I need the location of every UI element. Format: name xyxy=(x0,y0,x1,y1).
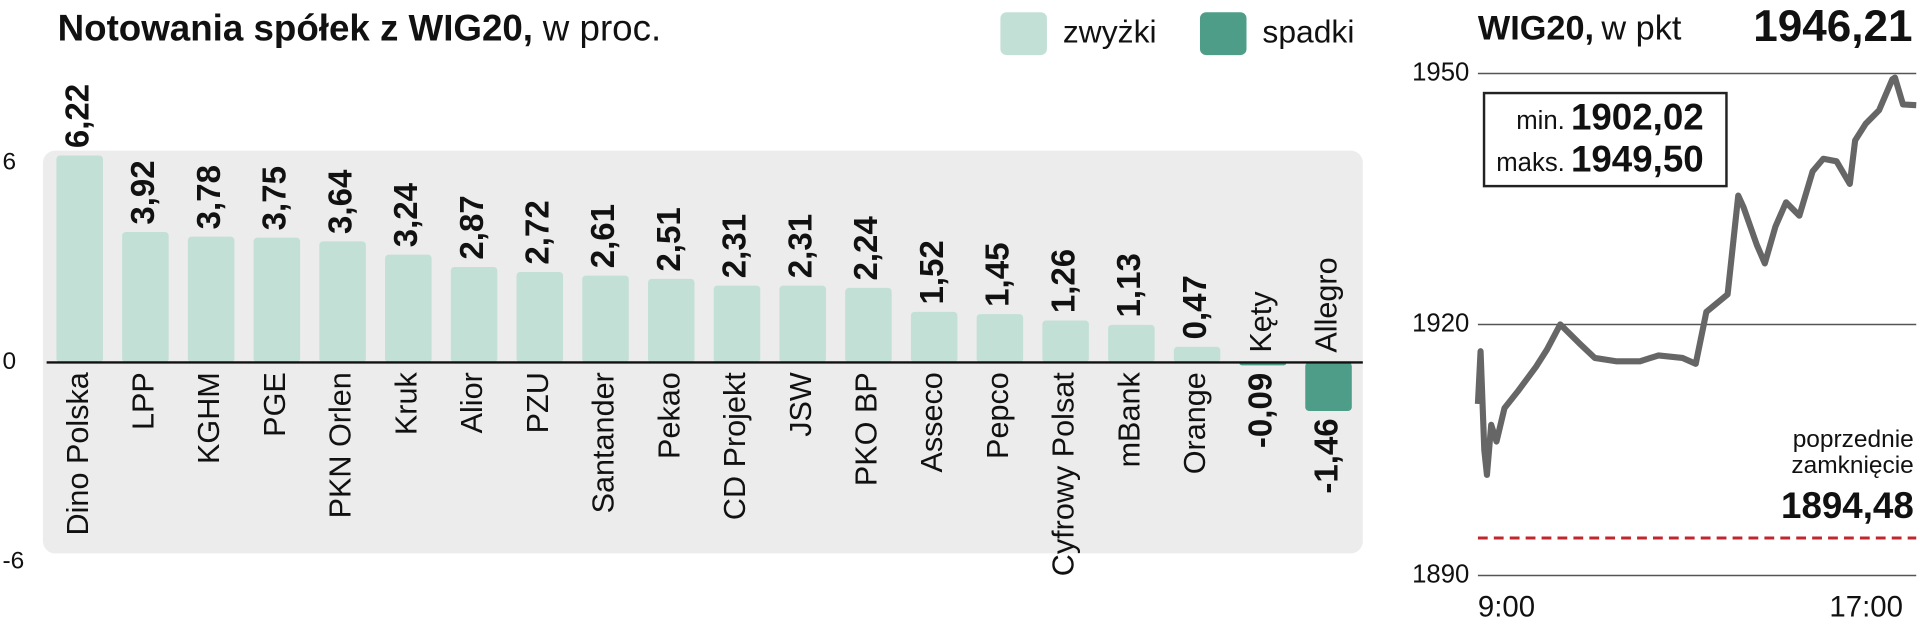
value-label: 2,31 xyxy=(782,214,819,278)
value-label: 3,64 xyxy=(322,169,359,234)
last-value: 1946,21 xyxy=(1753,2,1912,51)
min-value: 1902,02 xyxy=(1571,97,1704,138)
category-label: PKO BP xyxy=(850,372,884,486)
bar xyxy=(122,232,169,363)
category-label: LPP xyxy=(126,372,160,430)
value-label: 3,78 xyxy=(191,165,228,229)
bar xyxy=(976,314,1024,363)
value-label: 2,31 xyxy=(717,214,754,278)
previous-close-text: zamknięcie xyxy=(1791,452,1913,479)
bar xyxy=(1042,320,1089,363)
title: Notowania spółek z WIG20, xyxy=(58,7,533,48)
category-label: JSW xyxy=(784,372,818,437)
bar xyxy=(845,287,892,363)
bar xyxy=(385,254,432,363)
plot-background xyxy=(42,150,1363,554)
previous-close-value: 1894,48 xyxy=(1781,485,1914,526)
legend-swatch xyxy=(1000,12,1047,56)
max-value: 1949,50 xyxy=(1571,138,1704,179)
category-label: mBank xyxy=(1112,372,1146,468)
subtitle: w pkt xyxy=(1600,10,1681,48)
value-label: 3,75 xyxy=(257,166,294,230)
min-max-box xyxy=(1482,91,1728,188)
price-line xyxy=(1474,74,1917,478)
legend-swatch xyxy=(1199,12,1247,56)
bar xyxy=(647,278,695,363)
value-label: 2,24 xyxy=(848,216,885,281)
category-label: Pepco xyxy=(981,372,1015,459)
bar xyxy=(779,285,826,363)
value-label: 2,87 xyxy=(454,195,491,259)
legend-label: zwyżki xyxy=(1063,14,1157,50)
y-tick-label: -6 xyxy=(3,547,25,574)
value-label: 1,45 xyxy=(980,243,1017,307)
value-label: 1,52 xyxy=(914,240,951,304)
chart-title: Notowania spółek z WIG20, w proc. xyxy=(58,7,662,48)
previous-close-text: poprzednie xyxy=(1793,426,1914,453)
bar xyxy=(910,311,958,363)
bar xyxy=(187,236,235,363)
y-tick-label: 6 xyxy=(3,148,17,175)
y-tick-label: 1890 xyxy=(1412,560,1469,588)
category-label: Cyfrowy Polsat xyxy=(1047,372,1081,577)
bar xyxy=(582,275,629,363)
value-label: 2,51 xyxy=(651,207,688,271)
x-tick-label: 17:00 xyxy=(1829,590,1903,623)
value-label: 1,13 xyxy=(1111,253,1148,317)
value-label: 2,72 xyxy=(520,200,557,264)
category-label: Dino Polska xyxy=(61,371,95,535)
category-label: Kruk xyxy=(389,372,423,436)
category-label: PKN Orlen xyxy=(324,372,358,518)
y-tick-label: 1920 xyxy=(1412,309,1469,337)
value-label: 3,24 xyxy=(388,182,425,247)
bar xyxy=(319,241,366,363)
category-label: Orange xyxy=(1178,372,1212,474)
bar xyxy=(1305,362,1352,411)
value-label: 6,22 xyxy=(59,84,96,148)
category-label: CD Projekt xyxy=(718,372,752,520)
category-label: Allegro xyxy=(1310,257,1344,352)
x-tick-label: 9:00 xyxy=(1478,590,1535,623)
min-text: min. xyxy=(1516,107,1565,135)
category-label: Kęty xyxy=(1244,291,1278,353)
title: WIG20, xyxy=(1478,10,1594,48)
y-tick-label: 1950 xyxy=(1412,58,1469,86)
bar xyxy=(713,285,761,363)
value-label: -1,46 xyxy=(1308,418,1345,493)
bar xyxy=(253,237,301,363)
value-label: 2,61 xyxy=(585,204,622,268)
value-label: -0,09 xyxy=(1243,373,1280,448)
value-label: 3,92 xyxy=(125,160,162,224)
legend-label: spadki xyxy=(1262,14,1354,50)
value-label: 0,47 xyxy=(1177,275,1214,339)
category-label: Pekao xyxy=(652,372,686,459)
value-label: 1,26 xyxy=(1045,249,1082,313)
category-label: Asseco xyxy=(915,372,949,472)
bar xyxy=(516,271,564,363)
line-title: WIG20, w pkt xyxy=(1478,10,1682,48)
max-text: maks. xyxy=(1496,149,1565,177)
bar xyxy=(1108,324,1155,363)
bar xyxy=(56,155,103,363)
category-label: KGHM xyxy=(192,372,226,464)
category-label: Alior xyxy=(455,372,489,433)
category-label: Santander xyxy=(587,372,621,513)
category-label: PZU xyxy=(521,372,555,433)
bar xyxy=(450,266,498,363)
bar xyxy=(1173,346,1221,363)
y-tick-label: 0 xyxy=(3,348,17,375)
category-label: PGE xyxy=(258,372,292,437)
subtitle: w proc. xyxy=(542,7,661,48)
